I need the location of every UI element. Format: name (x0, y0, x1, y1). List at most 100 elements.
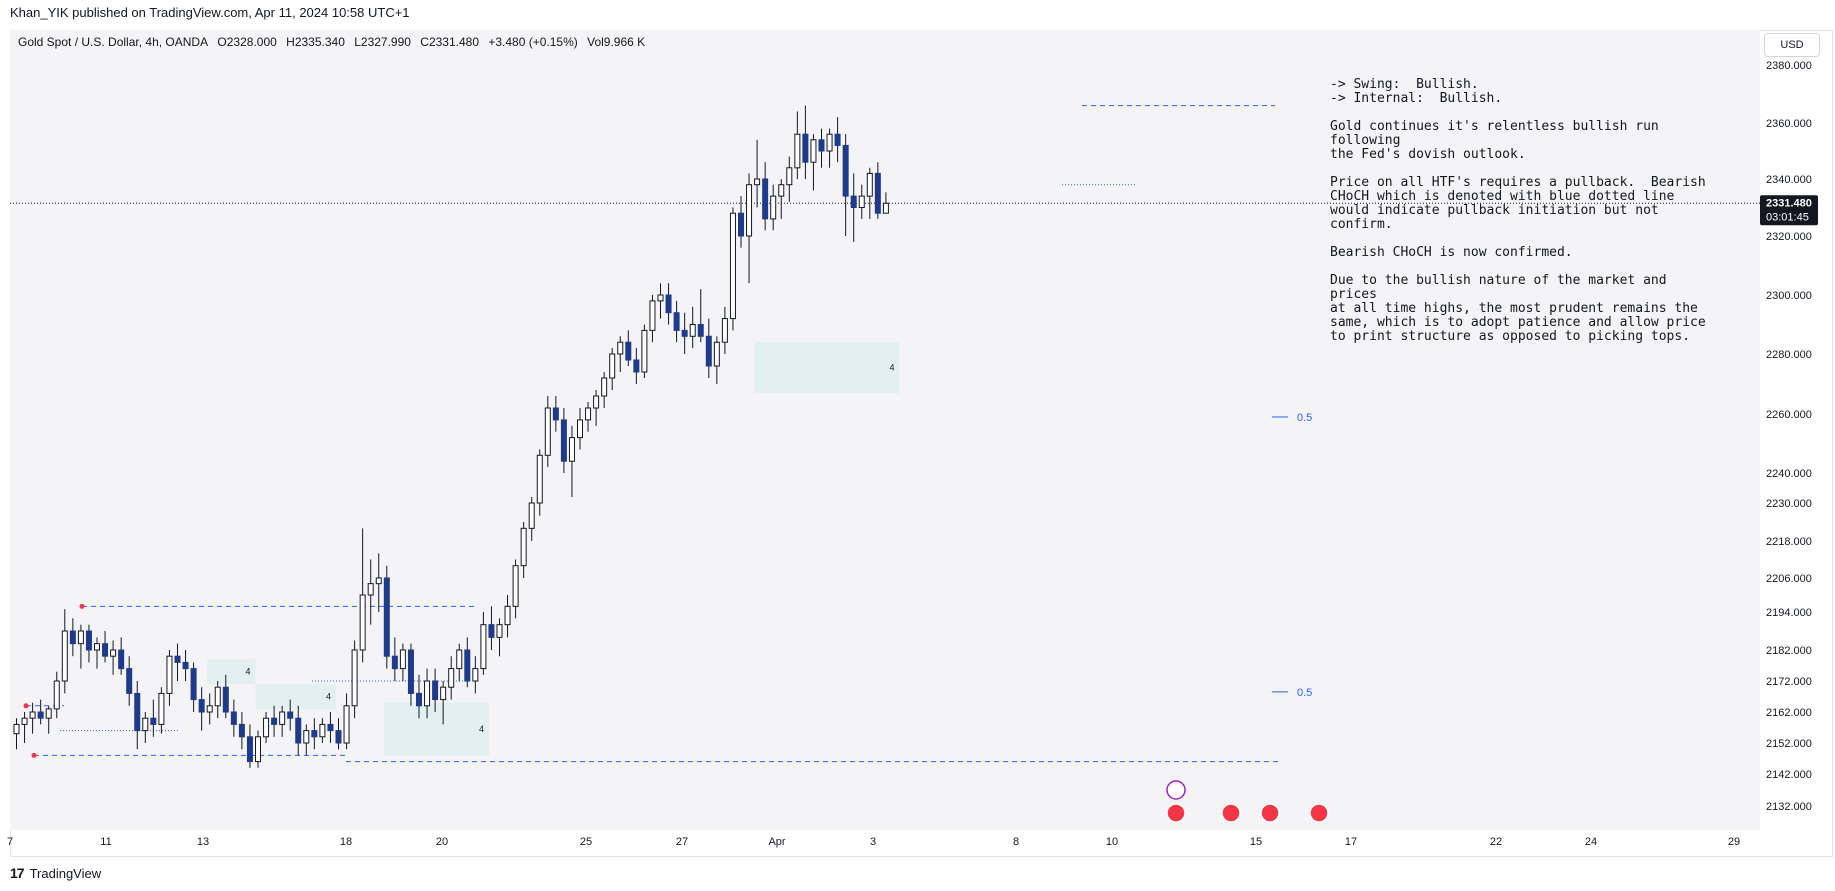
candle-body (230, 711, 237, 725)
candle-body (504, 605, 511, 626)
candle-body (85, 630, 92, 651)
y-tick-label: 2218.000 (1766, 536, 1812, 548)
zone-label: 4 (246, 667, 251, 677)
brand-name: TradingView (29, 865, 102, 881)
candle-body (850, 195, 857, 209)
y-tick-label: 2152.000 (1766, 738, 1812, 750)
tradingview-logo-icon: 17 (10, 865, 25, 881)
y-tick-label: 2360.000 (1766, 118, 1812, 130)
candle-body (399, 649, 406, 670)
y-tick-label: 2182.000 (1766, 645, 1812, 657)
y-tick-label: 2194.000 (1766, 607, 1812, 619)
candle-body (134, 692, 141, 732)
swing-point-marker (79, 603, 85, 609)
symbol-title: Gold Spot / U.S. Dollar, 4h, OANDA (18, 35, 209, 49)
footer-brand[interactable]: 17 TradingView (10, 865, 101, 881)
candle-body (214, 686, 221, 707)
x-tick-label: Apr (768, 836, 785, 848)
candle-body (29, 711, 36, 719)
candle-body (126, 668, 133, 694)
candle-body (198, 699, 205, 713)
candle-body (842, 144, 849, 197)
candle-body (166, 655, 173, 694)
candle-body (37, 711, 44, 719)
candle-body (778, 184, 785, 197)
candle-body (520, 527, 527, 567)
candle-body (536, 454, 543, 504)
x-tick-label: 20 (436, 836, 448, 848)
candle-body (673, 312, 680, 331)
candle-body (810, 139, 817, 163)
x-tick-label: 22 (1490, 836, 1502, 848)
candle-body (351, 649, 358, 707)
candle-body (754, 178, 761, 186)
y-tick-label: 2320.000 (1766, 231, 1812, 243)
candle-body (625, 341, 632, 361)
x-tick-label: 3 (870, 836, 876, 848)
candle-body (53, 680, 60, 710)
x-tick-label: 8 (1013, 836, 1019, 848)
candle-body (206, 705, 213, 713)
y-tick-label: 2240.000 (1766, 468, 1812, 480)
candle-body (746, 184, 753, 237)
fib-level-label: 0.5 (1297, 412, 1312, 424)
candle-body (770, 195, 777, 220)
candle-body (528, 502, 535, 529)
candle-body (222, 686, 229, 713)
swing-point-marker (31, 752, 37, 758)
candle-body (738, 212, 744, 237)
candle-body (424, 680, 431, 707)
candle-body (263, 717, 270, 738)
order-block-zone (754, 342, 900, 393)
y-tick-label: 2206.000 (1766, 573, 1812, 585)
candle-body (689, 324, 696, 337)
open-value: O2328.000 (217, 35, 277, 49)
candle-body (577, 419, 583, 439)
candle-body (45, 708, 52, 719)
candle-body (762, 178, 769, 220)
x-tick-label: 25 (580, 836, 592, 848)
order-block-zone (207, 659, 256, 685)
zone-label: 4 (479, 724, 484, 734)
candle-body (697, 324, 704, 337)
candle-body (705, 335, 712, 367)
candle-body (858, 195, 865, 209)
y-tick-label: 2300.000 (1766, 290, 1812, 302)
bar-countdown: 03:01:45 (1766, 211, 1809, 223)
candle-body (61, 630, 68, 682)
candle-body (633, 359, 640, 373)
candle-body (568, 437, 575, 462)
currency-button[interactable]: USD (1764, 33, 1820, 57)
candle-body (13, 723, 20, 735)
candle-body (367, 583, 374, 596)
publisher-line: Khan_YIK published on TradingView.com, A… (10, 5, 410, 20)
candle-body (158, 692, 165, 725)
note-paragraph: Bearish CHoCH is now confirmed. (1330, 245, 1573, 260)
us-flag-event-icon (1309, 803, 1329, 823)
x-tick-label: 13 (197, 836, 209, 848)
candle-body (657, 294, 664, 302)
x-tick-label: 7 (7, 836, 13, 848)
y-tick-label: 2162.000 (1766, 707, 1812, 719)
candle-body (359, 594, 366, 651)
order-block-zone (255, 684, 336, 709)
last-price-value: 2331.480 (1766, 197, 1812, 209)
candle-body (440, 686, 447, 701)
candle-body (255, 736, 261, 763)
candle-body (432, 680, 439, 701)
y-tick-label: 2132.000 (1766, 801, 1812, 813)
candle-body (488, 624, 495, 638)
candle-body (601, 377, 608, 397)
candle-body (238, 723, 245, 738)
candle-body (416, 692, 422, 707)
candle-body (383, 577, 390, 657)
last-price-badge (1760, 195, 1818, 226)
candle-body (150, 717, 157, 725)
candle-body (142, 717, 149, 732)
close-value: C2331.480 (420, 35, 480, 49)
x-tick-label: 27 (676, 836, 688, 848)
x-tick-label: 29 (1728, 836, 1740, 848)
candle-body (552, 407, 559, 421)
candle-body (512, 565, 519, 607)
